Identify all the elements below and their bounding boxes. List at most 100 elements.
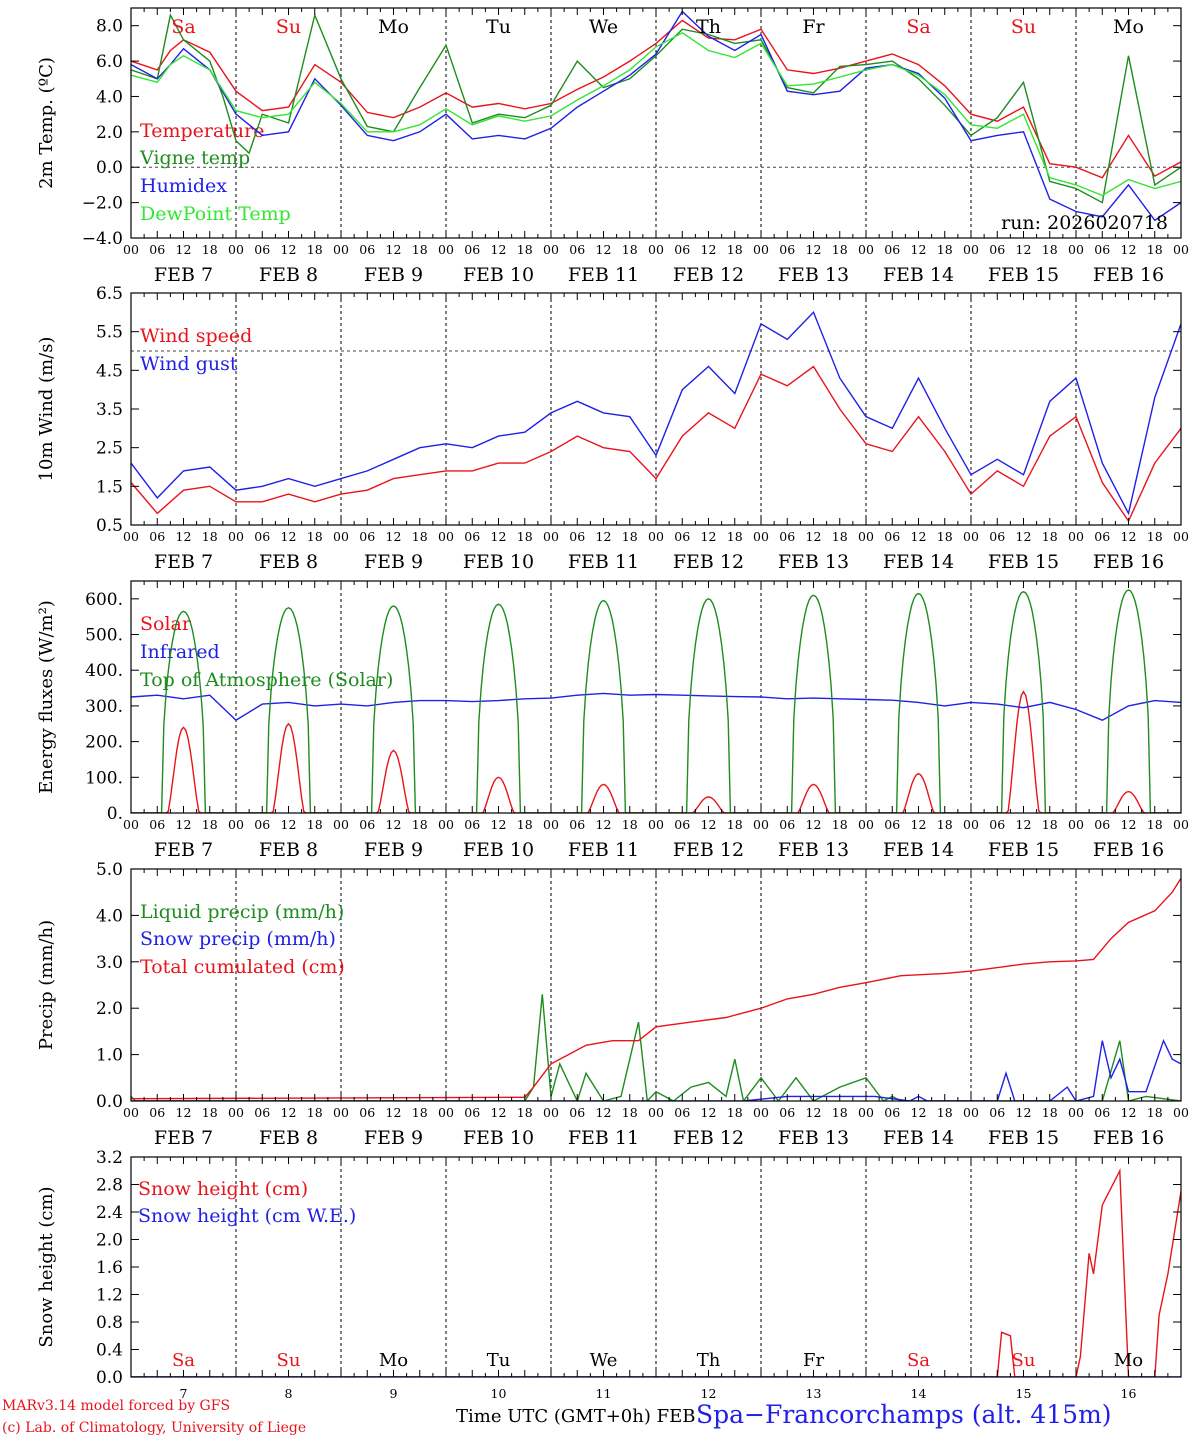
- series-line-snow-precip-mm-h-: [131, 1038, 1181, 1101]
- hour-tick-label: 18: [622, 529, 638, 544]
- y-tick-label: 400.: [85, 661, 123, 681]
- series-line-temperature: [131, 19, 1181, 179]
- hour-tick-label: 00: [1068, 242, 1084, 257]
- hour-tick-label: 18: [1042, 817, 1058, 832]
- hour-tick-label: 12: [176, 1105, 192, 1120]
- hour-tick-label: 18: [307, 242, 323, 257]
- y-tick-label: 6.0: [96, 52, 123, 72]
- y-axis-label: Snow height (cm): [36, 1186, 57, 1347]
- hour-tick-label: 00: [228, 1105, 244, 1120]
- legend-entry: Snow height (cm): [138, 1178, 308, 1200]
- hour-tick-label: 06: [674, 1105, 690, 1120]
- y-tick-label: 0.0: [96, 1092, 123, 1112]
- hour-tick-label: 18: [937, 242, 953, 257]
- day-number-label: 11: [596, 1386, 612, 1401]
- date-label: FEB 10: [463, 264, 534, 286]
- hour-tick-label: 06: [1094, 817, 1110, 832]
- hour-tick-label: 00: [1173, 242, 1189, 257]
- legend-entry: Snow height (cm W.E.): [138, 1205, 356, 1227]
- hour-tick-label: 00: [333, 1105, 349, 1120]
- hour-tick-label: 06: [989, 242, 1005, 257]
- y-tick-label: 500.: [85, 626, 123, 646]
- hour-tick-label: 00: [543, 529, 559, 544]
- hour-tick-label: 06: [1094, 529, 1110, 544]
- hour-tick-label: 12: [491, 1105, 507, 1120]
- hour-tick-label: 00: [963, 1105, 979, 1120]
- day-number-label: 7: [180, 1386, 188, 1401]
- hour-tick-label: 00: [753, 529, 769, 544]
- hour-tick-label: 12: [386, 1105, 402, 1120]
- hour-tick-label: 06: [149, 1105, 165, 1120]
- hour-tick-label: 12: [281, 242, 297, 257]
- legend-entry: Humidex: [140, 175, 227, 197]
- hour-tick-label: 06: [779, 817, 795, 832]
- hour-tick-label: 12: [806, 242, 822, 257]
- date-label: FEB 11: [568, 264, 639, 286]
- hour-tick-label: 06: [569, 242, 585, 257]
- date-label: FEB 11: [568, 1127, 639, 1149]
- weekday-label: We: [590, 1350, 618, 1371]
- hour-tick-label: 06: [149, 817, 165, 832]
- hour-tick-label: 12: [491, 242, 507, 257]
- hour-tick-label: 00: [123, 529, 139, 544]
- hour-tick-label: 12: [1121, 242, 1137, 257]
- hour-tick-label: 12: [1016, 817, 1032, 832]
- hour-tick-label: 12: [911, 529, 927, 544]
- y-tick-label: 0.4: [96, 1341, 123, 1361]
- date-label: FEB 12: [673, 264, 744, 286]
- hour-tick-label: 06: [989, 529, 1005, 544]
- hour-tick-label: 00: [1068, 1105, 1084, 1120]
- y-tick-label: 1.0: [96, 1046, 123, 1066]
- hour-tick-label: 18: [412, 242, 428, 257]
- date-label: FEB 16: [1093, 551, 1164, 573]
- y-axis-label: Energy fluxes (W/m²): [36, 600, 57, 794]
- hour-tick-label: 00: [123, 242, 139, 257]
- weekday-label: Fr: [803, 1350, 824, 1371]
- hour-tick-label: 12: [1121, 529, 1137, 544]
- hour-tick-label: 12: [1121, 817, 1137, 832]
- hour-tick-label: 06: [254, 1105, 270, 1120]
- hour-tick-label: 18: [727, 1105, 743, 1120]
- series-line-infrared: [131, 692, 1181, 722]
- hour-tick-label: 12: [281, 817, 297, 832]
- date-label: FEB 7: [154, 551, 213, 573]
- hour-tick-label: 00: [1068, 817, 1084, 832]
- weekday-label: Sa: [906, 16, 930, 38]
- hour-tick-label: 12: [596, 529, 612, 544]
- hour-tick-label: 12: [1121, 1105, 1137, 1120]
- y-tick-label: 1.5: [96, 477, 123, 497]
- date-label: FEB 10: [463, 839, 534, 861]
- hour-tick-label: 00: [333, 242, 349, 257]
- day-number-label: 12: [701, 1386, 717, 1401]
- y-tick-label: 0.0: [96, 158, 123, 178]
- hour-tick-label: 12: [911, 817, 927, 832]
- date-label: FEB 13: [778, 551, 849, 573]
- hour-tick-label: 00: [1173, 529, 1189, 544]
- hour-tick-label: 12: [596, 242, 612, 257]
- run-label: run: 2026020718: [1001, 212, 1168, 234]
- y-tick-label: 3.5: [96, 400, 123, 420]
- hour-tick-label: 18: [622, 817, 638, 832]
- hour-tick-label: 00: [228, 529, 244, 544]
- y-tick-label: −4.0: [82, 229, 123, 249]
- date-label: FEB 9: [364, 264, 423, 286]
- hour-tick-label: 06: [779, 242, 795, 257]
- hour-tick-label: 18: [202, 242, 218, 257]
- date-label: FEB 10: [463, 1127, 534, 1149]
- hour-tick-label: 00: [228, 242, 244, 257]
- hour-tick-label: 12: [1016, 242, 1032, 257]
- y-tick-label: 4.5: [96, 361, 123, 381]
- weekday-label: Mo: [1113, 16, 1144, 38]
- hour-tick-label: 12: [806, 817, 822, 832]
- date-label: FEB 13: [778, 839, 849, 861]
- hour-tick-label: 00: [438, 242, 454, 257]
- y-tick-label: 3.2: [96, 1148, 123, 1168]
- hour-tick-label: 00: [648, 817, 664, 832]
- station-title: Spa−Francorchamps (alt. 415m): [696, 1400, 1112, 1429]
- y-tick-label: 0.8: [96, 1313, 123, 1333]
- weekday-label: Su: [1011, 16, 1036, 38]
- hour-tick-label: 18: [307, 1105, 323, 1120]
- series-line-dewpoint-temp: [131, 31, 1181, 197]
- day-number-label: 9: [390, 1386, 398, 1401]
- hour-tick-label: 12: [701, 529, 717, 544]
